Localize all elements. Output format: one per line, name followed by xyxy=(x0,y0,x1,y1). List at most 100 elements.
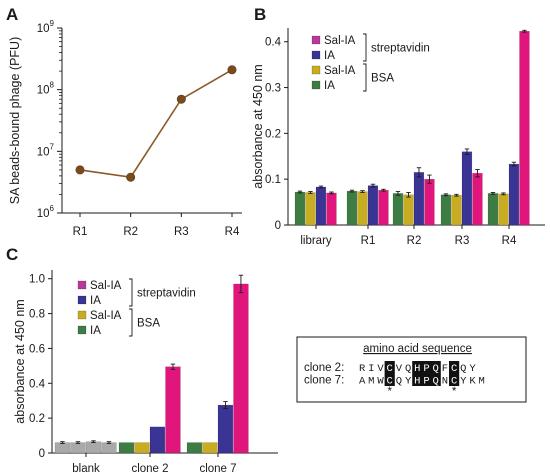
legend-bracket-c xyxy=(129,308,133,337)
data-point-a xyxy=(227,65,237,75)
sequence-residue: V xyxy=(396,363,403,375)
bar-b xyxy=(326,192,337,226)
x-tick-label-b: R2 xyxy=(407,235,422,247)
x-tick-label-a: R4 xyxy=(225,226,240,238)
bar-b xyxy=(357,191,368,226)
sequence-highlight-block xyxy=(384,373,395,386)
x-tick-label-a: R3 xyxy=(174,226,189,238)
y-tick-label-b: 0.3 xyxy=(265,83,281,95)
legend-b: Sal-IA IA Sal-IA IA streptavidin BSA xyxy=(311,33,430,92)
bar-c xyxy=(186,442,203,454)
bar-b xyxy=(367,185,379,226)
bar-b xyxy=(451,195,462,226)
bar-b xyxy=(472,173,483,226)
bar-b xyxy=(305,192,316,226)
bar-b xyxy=(519,31,530,226)
sequence-highlight-block xyxy=(384,361,395,374)
y-axis-title-a: SA beads-bound phage (PFU) xyxy=(8,37,22,204)
x-tick-label-a: R2 xyxy=(123,226,138,238)
bar-b xyxy=(315,186,327,226)
y-tick-label-b: 0 xyxy=(275,220,281,232)
bar-c xyxy=(134,442,150,454)
bar-b xyxy=(498,193,509,226)
legend-swatch-c xyxy=(77,280,87,290)
sequence-residue: Y xyxy=(405,376,412,388)
bar-b xyxy=(413,172,425,226)
x-tick-label-c: blank xyxy=(72,463,100,474)
bar-c xyxy=(202,442,218,454)
bar-b xyxy=(440,194,452,226)
sequence-residue: M xyxy=(479,376,485,388)
chart-a-phage-binding: 106 107 108 109 R1 R2 R3 R4 SA beads-bound phage… xyxy=(8,19,242,238)
x-tick-label-b: library xyxy=(300,235,332,247)
y-tick-label-c: 0.6 xyxy=(29,343,45,355)
chart-c-absorbance-clones: 0 0.2 0.4 0.6 0.8 1.0 absorbance at 450 nm blan… xyxy=(13,270,278,474)
sequence-residue: Y xyxy=(469,363,476,375)
sequence-residue: P xyxy=(423,363,429,375)
bar-b xyxy=(392,193,404,226)
legend-c: Sal-IA IA Sal-IA IA streptavidin BSA xyxy=(77,278,196,337)
sequence-residue: Q xyxy=(460,363,466,375)
legend-swatch-b xyxy=(311,50,321,60)
legend-swatch-c xyxy=(77,310,87,320)
bar-b xyxy=(378,189,389,226)
bar-b xyxy=(294,191,306,226)
legend-group-label-c: streptavidin xyxy=(137,288,196,300)
legend-swatch-b xyxy=(311,65,321,75)
panel-label-a: A xyxy=(6,5,18,24)
sequence-residue: N xyxy=(442,376,448,388)
legend-group-label-c: BSA xyxy=(137,318,160,330)
bar-c xyxy=(85,441,102,454)
chart-b-absorbance-rounds: 0 0.1 0.2 0.3 0.4 absorbance at 450 nm library… xyxy=(251,28,545,247)
bar-b xyxy=(403,194,414,226)
sequence-residue: V xyxy=(377,363,384,375)
y-tick-label-c: 0.2 xyxy=(29,413,45,425)
bar-b xyxy=(508,163,520,226)
sequence-residue: C xyxy=(387,363,393,375)
legend-swatch-b xyxy=(311,35,321,45)
x-tick-label-c: clone 2 xyxy=(131,463,168,474)
legend-label-b: IA xyxy=(324,80,335,92)
y-tick-label-a: 108 xyxy=(37,81,55,97)
sequence-residue: Q xyxy=(433,376,439,388)
sequence-residue: C xyxy=(451,376,457,388)
sequence-residue: Q xyxy=(405,363,411,375)
legend-bracket-b xyxy=(363,63,367,92)
sequence-residue: A xyxy=(359,376,366,388)
legend-swatch-c xyxy=(77,295,87,305)
legend-bracket-c xyxy=(129,278,133,307)
sequence-title: amino acid sequence xyxy=(363,343,472,355)
bar-c xyxy=(233,283,249,454)
legend-label-b: IA xyxy=(324,50,335,62)
sequence-residue: P xyxy=(423,376,429,388)
sequence-residue: C xyxy=(451,363,457,375)
sequence-conserved-marker: * xyxy=(452,386,457,398)
y-tick-label-c: 0 xyxy=(39,448,45,460)
sequence-residue: K xyxy=(469,376,476,388)
sequence-residue: H xyxy=(414,376,420,388)
y-tick-label-c: 1.0 xyxy=(29,274,45,286)
sequence-residue: I xyxy=(368,363,374,375)
legend-label-c: Sal-IA xyxy=(90,280,122,292)
bar-c xyxy=(165,366,181,454)
x-tick-label-b: R4 xyxy=(502,235,517,247)
sequence-residue: Y xyxy=(460,376,467,388)
bar-c xyxy=(118,442,135,454)
x-tick-label-c: clone 7 xyxy=(199,463,236,474)
sequence-highlight-block xyxy=(412,361,441,374)
legend-bracket-b xyxy=(363,33,367,62)
legend-label-c: IA xyxy=(90,325,101,337)
sequence-highlight-block xyxy=(412,373,441,386)
sequence-residue: W xyxy=(377,376,384,388)
sequence-residue: C xyxy=(387,376,393,388)
y-tick-label-b: 0.2 xyxy=(265,128,281,140)
bar-c xyxy=(217,404,234,454)
y-tick-label-a: 106 xyxy=(37,204,55,220)
y-tick-label-c: 0.8 xyxy=(29,309,45,321)
bar-b xyxy=(424,178,435,226)
sequence-row-label: clone 2: xyxy=(304,362,344,374)
sequence-residue: Q xyxy=(396,376,402,388)
x-tick-label-b: R3 xyxy=(455,235,470,247)
